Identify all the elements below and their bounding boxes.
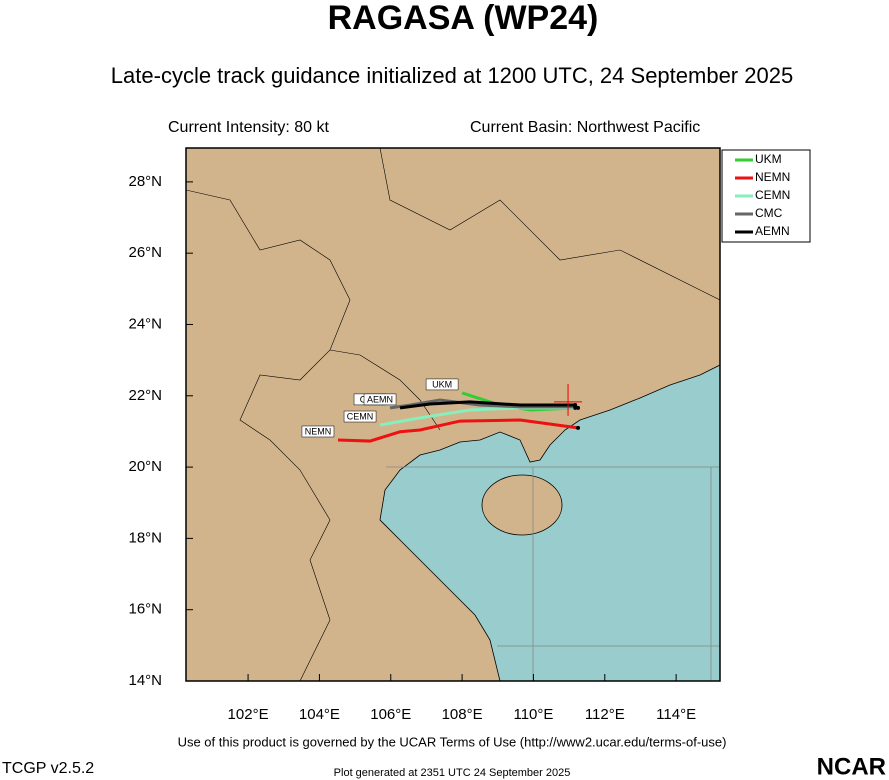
track-tag-box <box>363 393 397 406</box>
y-tick-label: 24°N <box>128 315 162 332</box>
terms: Use of this product is governed by the U… <box>178 734 727 749</box>
track-tag: AEMN <box>367 394 393 404</box>
track-tag: CEMN <box>347 411 374 421</box>
track-tag-box <box>343 410 377 423</box>
x-tick-label: 108°E <box>442 706 483 723</box>
x-tick-label: 112°E <box>585 706 625 723</box>
y-tick-label: 22°N <box>128 387 162 404</box>
track-tag-box <box>301 425 335 438</box>
track-line <box>399 400 576 410</box>
title: RAGASA (WP24) <box>328 0 599 37</box>
legend-label: CMC <box>755 206 783 220</box>
hainan <box>481 474 563 536</box>
version: TCGP v2.5.2 <box>2 760 94 777</box>
x-tick-label: 102°E <box>228 706 269 723</box>
basin: Current Basin: Northwest Pacific <box>470 119 700 136</box>
legend-label: NEMN <box>755 170 790 184</box>
border <box>186 189 351 681</box>
border <box>379 148 720 301</box>
y-tick-label: 26°N <box>128 244 162 261</box>
border <box>329 349 441 431</box>
subtitle: Late-cycle track guidance initialized at… <box>111 63 793 88</box>
legend-label: AEMN <box>755 224 790 238</box>
logo: NCAR <box>817 753 886 780</box>
track-start <box>573 403 578 408</box>
x-tick-label: 106°E <box>370 706 411 723</box>
y-tick-label: 18°N <box>128 529 162 546</box>
plot-frame <box>185 147 721 682</box>
y-tick-label: 28°N <box>128 173 162 190</box>
map <box>186 148 720 681</box>
y-tick-label: 20°N <box>128 458 162 475</box>
x-tick-label: 114°E <box>656 706 696 723</box>
y-tick-label: 16°N <box>128 601 162 618</box>
generated: Plot generated at 2351 UTC 24 September … <box>334 767 571 779</box>
track-line <box>337 418 579 443</box>
x-tick-label: 104°E <box>299 706 340 723</box>
y-tick-label: 14°N <box>128 672 162 689</box>
track-tag-box <box>425 378 459 391</box>
x-tick-label: 110°E <box>513 706 553 723</box>
track-tag: UKM <box>432 379 452 389</box>
legend-label: UKM <box>755 152 782 166</box>
legend-label: CEMN <box>755 188 790 202</box>
intensity: Current Intensity: 80 kt <box>168 119 330 136</box>
track-start <box>576 425 581 430</box>
track-tag: NEMN <box>305 426 332 436</box>
